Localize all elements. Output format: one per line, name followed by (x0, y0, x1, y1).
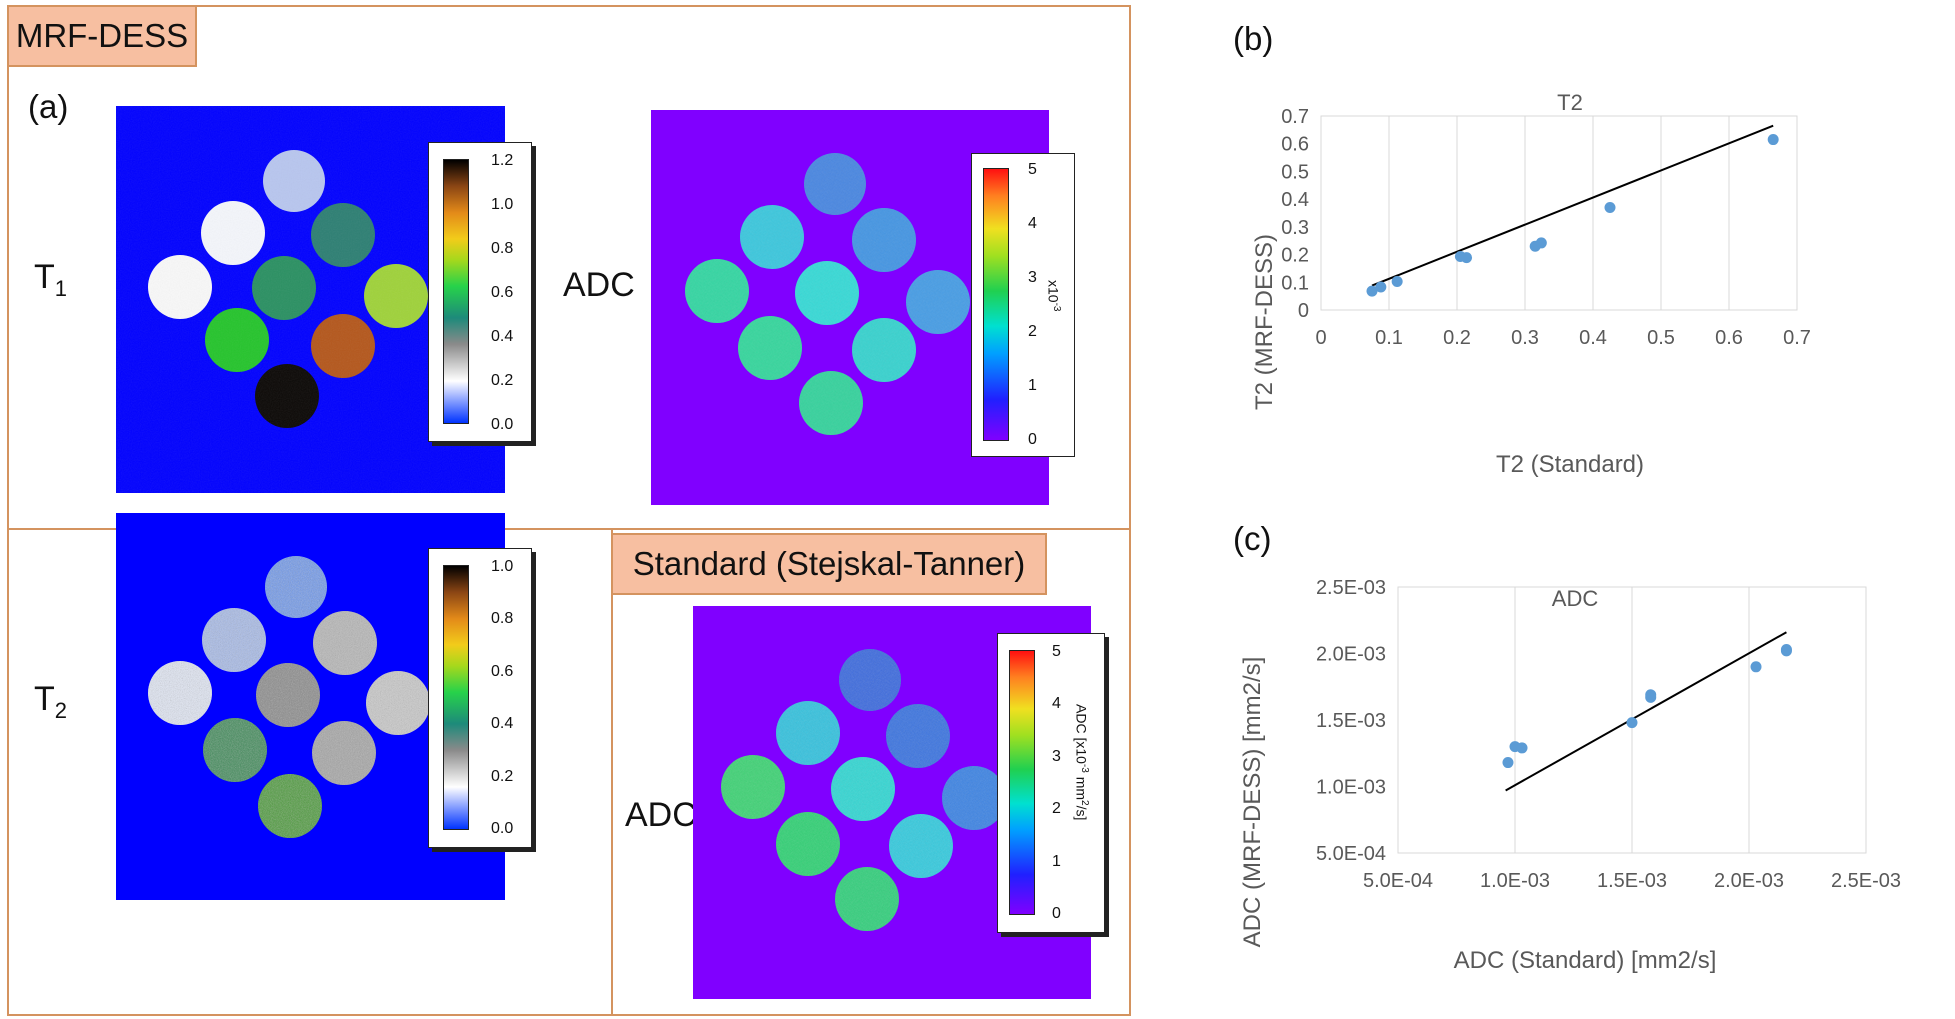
y-tick-label: 0.4 (1281, 189, 1309, 211)
y-tick-label: 0.5 (1281, 161, 1309, 183)
adc-std-colorbar-unit: ADC [x10-3 mm2/s] (1073, 704, 1090, 821)
colorbar-tick: 2 (1052, 800, 1061, 817)
x-tick-label: 0 (1315, 327, 1326, 349)
y-axis-label: T2 (MRF-DESS) (1251, 234, 1278, 410)
adc-scatter-chart: ADC ADC (Standard) [mm2/s] ADC (MRF-DESS… (1239, 577, 1901, 974)
x-tick-label: 0.5 (1647, 327, 1675, 349)
data-point (1535, 237, 1547, 249)
y-tick-label: 1.5E-03 (1316, 710, 1386, 732)
colorbar-tick: 5 (1028, 161, 1037, 178)
colorbar-tick: 0.8 (491, 240, 514, 257)
fit-line (1505, 631, 1787, 792)
data-point (1645, 689, 1657, 701)
colorbar-tick: 0 (1052, 905, 1061, 922)
x-tick-label: 2.0E-03 (1714, 870, 1784, 892)
data-point (1461, 252, 1473, 264)
colorbar-tick: 1.0 (491, 558, 514, 575)
t2-colorbar-gradient (443, 565, 469, 830)
y-axis-label: ADC (MRF-DESS) [mm2/s] (1239, 657, 1266, 948)
x-tick-label: 0.1 (1375, 327, 1403, 349)
colorbar-tick: 4 (1052, 695, 1061, 712)
adc-std-map (693, 606, 1091, 999)
chart-title: T2 (1557, 90, 1583, 115)
adc-mrf-colorbar-unit: x10-3 (1045, 280, 1062, 312)
x-tick-label: 0.7 (1783, 327, 1811, 349)
data-point (1375, 281, 1387, 293)
data-point (1391, 275, 1403, 287)
colorbar-tick: 0.8 (491, 610, 514, 627)
x-tick-label: 2.5E-03 (1831, 870, 1901, 892)
colorbar-tick: 1.2 (491, 152, 514, 169)
t2-scatter-chart: T2 T2 (Standard) T2 (MRF-DESS) 0 0.1 0.2 0.… (1251, 90, 1811, 478)
x-tick-label: 1.5E-03 (1597, 870, 1667, 892)
data-point (1502, 757, 1514, 769)
data-point (1604, 201, 1616, 213)
adc-mrf-colorbar: 5 4 3 2 1 0 x10-3 (971, 153, 1075, 457)
x-tick-label: 5.0E-04 (1363, 870, 1433, 892)
fit-line (1371, 124, 1774, 287)
colorbar-tick: 5 (1052, 643, 1061, 660)
colorbar-tick: 1 (1028, 377, 1037, 394)
adc-std-colorbar-gradient (1009, 650, 1035, 915)
data-point (1366, 285, 1378, 297)
t1-colorbar: 1.2 1.0 0.8 0.6 0.4 0.2 0.0 (428, 142, 532, 442)
data-point (1750, 661, 1762, 673)
x-axis-label: T2 (Standard) (1496, 451, 1644, 478)
y-tick-label: 0.2 (1281, 245, 1309, 267)
x-tick-label: 0.2 (1443, 327, 1471, 349)
colorbar-tick: 0.0 (491, 820, 514, 837)
data-point (1626, 717, 1638, 729)
colorbar-tick: 3 (1052, 748, 1061, 765)
adc-std-colorbar: 5 4 3 2 1 0 ADC [x10-3 mm2/s] (997, 633, 1105, 933)
standard-frame (611, 528, 1131, 1016)
y-tick-label: 0.6 (1281, 134, 1309, 156)
colorbar-tick: 2 (1028, 323, 1037, 340)
panel-b-label: (b) (1233, 20, 1274, 57)
colorbar-tick: 0.2 (491, 768, 514, 785)
y-tick-label: 0.7 (1281, 106, 1309, 128)
colorbar-tick: 0.4 (491, 328, 514, 345)
colorbar-tick: 0.0 (491, 416, 514, 433)
t1-colorbar-gradient (443, 159, 469, 424)
t2-colorbar: 1.0 0.8 0.6 0.4 0.2 0.0 (428, 548, 532, 848)
colorbar-tick: 0.4 (491, 715, 514, 732)
data-point (1767, 134, 1779, 146)
colorbar-tick: 0.6 (491, 663, 514, 680)
y-tick-label: 5.0E-04 (1316, 843, 1386, 865)
chart-title: ADC (1552, 586, 1599, 611)
standard-tag: Standard (Stejskal-Tanner) (611, 533, 1047, 595)
x-tick-label: 0.3 (1511, 327, 1539, 349)
y-tick-label: 0 (1298, 300, 1309, 322)
mrf-dess-frame-left-lower (7, 528, 613, 1016)
mrf-dess-frame (7, 5, 1131, 530)
panel-a-label: (a) (28, 88, 69, 125)
data-point (1516, 742, 1528, 754)
y-tick-label: 1.0E-03 (1316, 777, 1386, 799)
y-tick-label: 2.5E-03 (1316, 577, 1386, 599)
panel-c-label: (c) (1233, 520, 1272, 557)
t1-label: T1 (34, 258, 68, 301)
colorbar-tick: 4 (1028, 215, 1037, 232)
adc-mrf-label: ADC (563, 266, 635, 304)
x-tick-label: 0.4 (1579, 327, 1607, 349)
y-tick-label: 0.3 (1281, 217, 1309, 239)
adc-std-label: ADC (625, 796, 697, 834)
colorbar-tick: 0 (1028, 431, 1037, 448)
data-point (1780, 644, 1792, 656)
colorbar-tick: 1 (1052, 853, 1061, 870)
x-axis-label: ADC (Standard) [mm2/s] (1454, 947, 1717, 974)
colorbar-tick: 0.2 (491, 372, 514, 389)
y-tick-label: 2.0E-03 (1316, 644, 1386, 666)
colorbar-tick: 3 (1028, 269, 1037, 286)
x-tick-label: 1.0E-03 (1480, 870, 1550, 892)
t2-label: T2 (34, 680, 68, 723)
y-tick-label: 0.1 (1281, 272, 1309, 294)
colorbar-tick: 0.6 (491, 284, 514, 301)
x-tick-label: 0.6 (1715, 327, 1743, 349)
mrf-dess-tag: MRF-DESS (7, 5, 197, 67)
colorbar-tick: 1.0 (491, 196, 514, 213)
adc-mrf-colorbar-gradient (983, 168, 1009, 441)
